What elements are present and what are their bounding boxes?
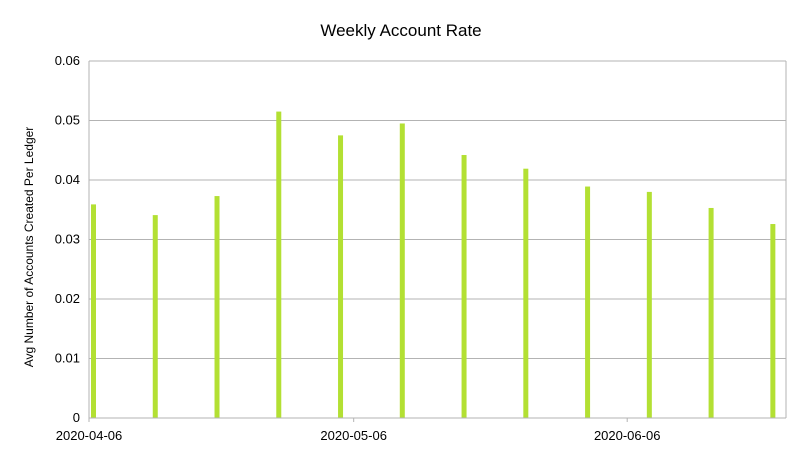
- y-tick-label: 0: [73, 410, 80, 425]
- bar: [214, 196, 220, 418]
- bar: [276, 111, 282, 418]
- bar: [399, 123, 405, 418]
- gridlines: [89, 60, 786, 419]
- y-tick-label: 0.05: [55, 113, 80, 128]
- bar: [338, 135, 344, 418]
- bar: [91, 204, 96, 418]
- chart-title: Weekly Account Rate: [320, 21, 481, 40]
- bars: [91, 111, 776, 418]
- y-tick-label: 0.03: [55, 232, 80, 247]
- y-tick-label: 0.06: [55, 53, 80, 68]
- bar: [523, 168, 529, 418]
- axes: [88, 61, 787, 419]
- y-tick-label: 0.02: [55, 291, 80, 306]
- x-tick-label: 2020-04-06: [56, 428, 123, 443]
- bar: [708, 207, 714, 418]
- bar: [770, 224, 776, 418]
- bar: [585, 186, 591, 418]
- y-tick-label: 0.01: [55, 351, 80, 366]
- bar: [646, 191, 652, 418]
- x-tick-labels: 2020-04-06 2020-05-06 2020-06-06: [56, 418, 661, 443]
- y-axis-label: Avg Number of Accounts Created Per Ledge…: [22, 127, 36, 368]
- bar: [461, 155, 467, 418]
- y-tick-labels: 0 0.01 0.02 0.03 0.04 0.05 0.06: [55, 53, 80, 425]
- x-tick-label: 2020-05-06: [320, 428, 387, 443]
- y-tick-label: 0.04: [55, 172, 80, 187]
- x-tick-label: 2020-06-06: [594, 428, 661, 443]
- bar: [152, 215, 158, 418]
